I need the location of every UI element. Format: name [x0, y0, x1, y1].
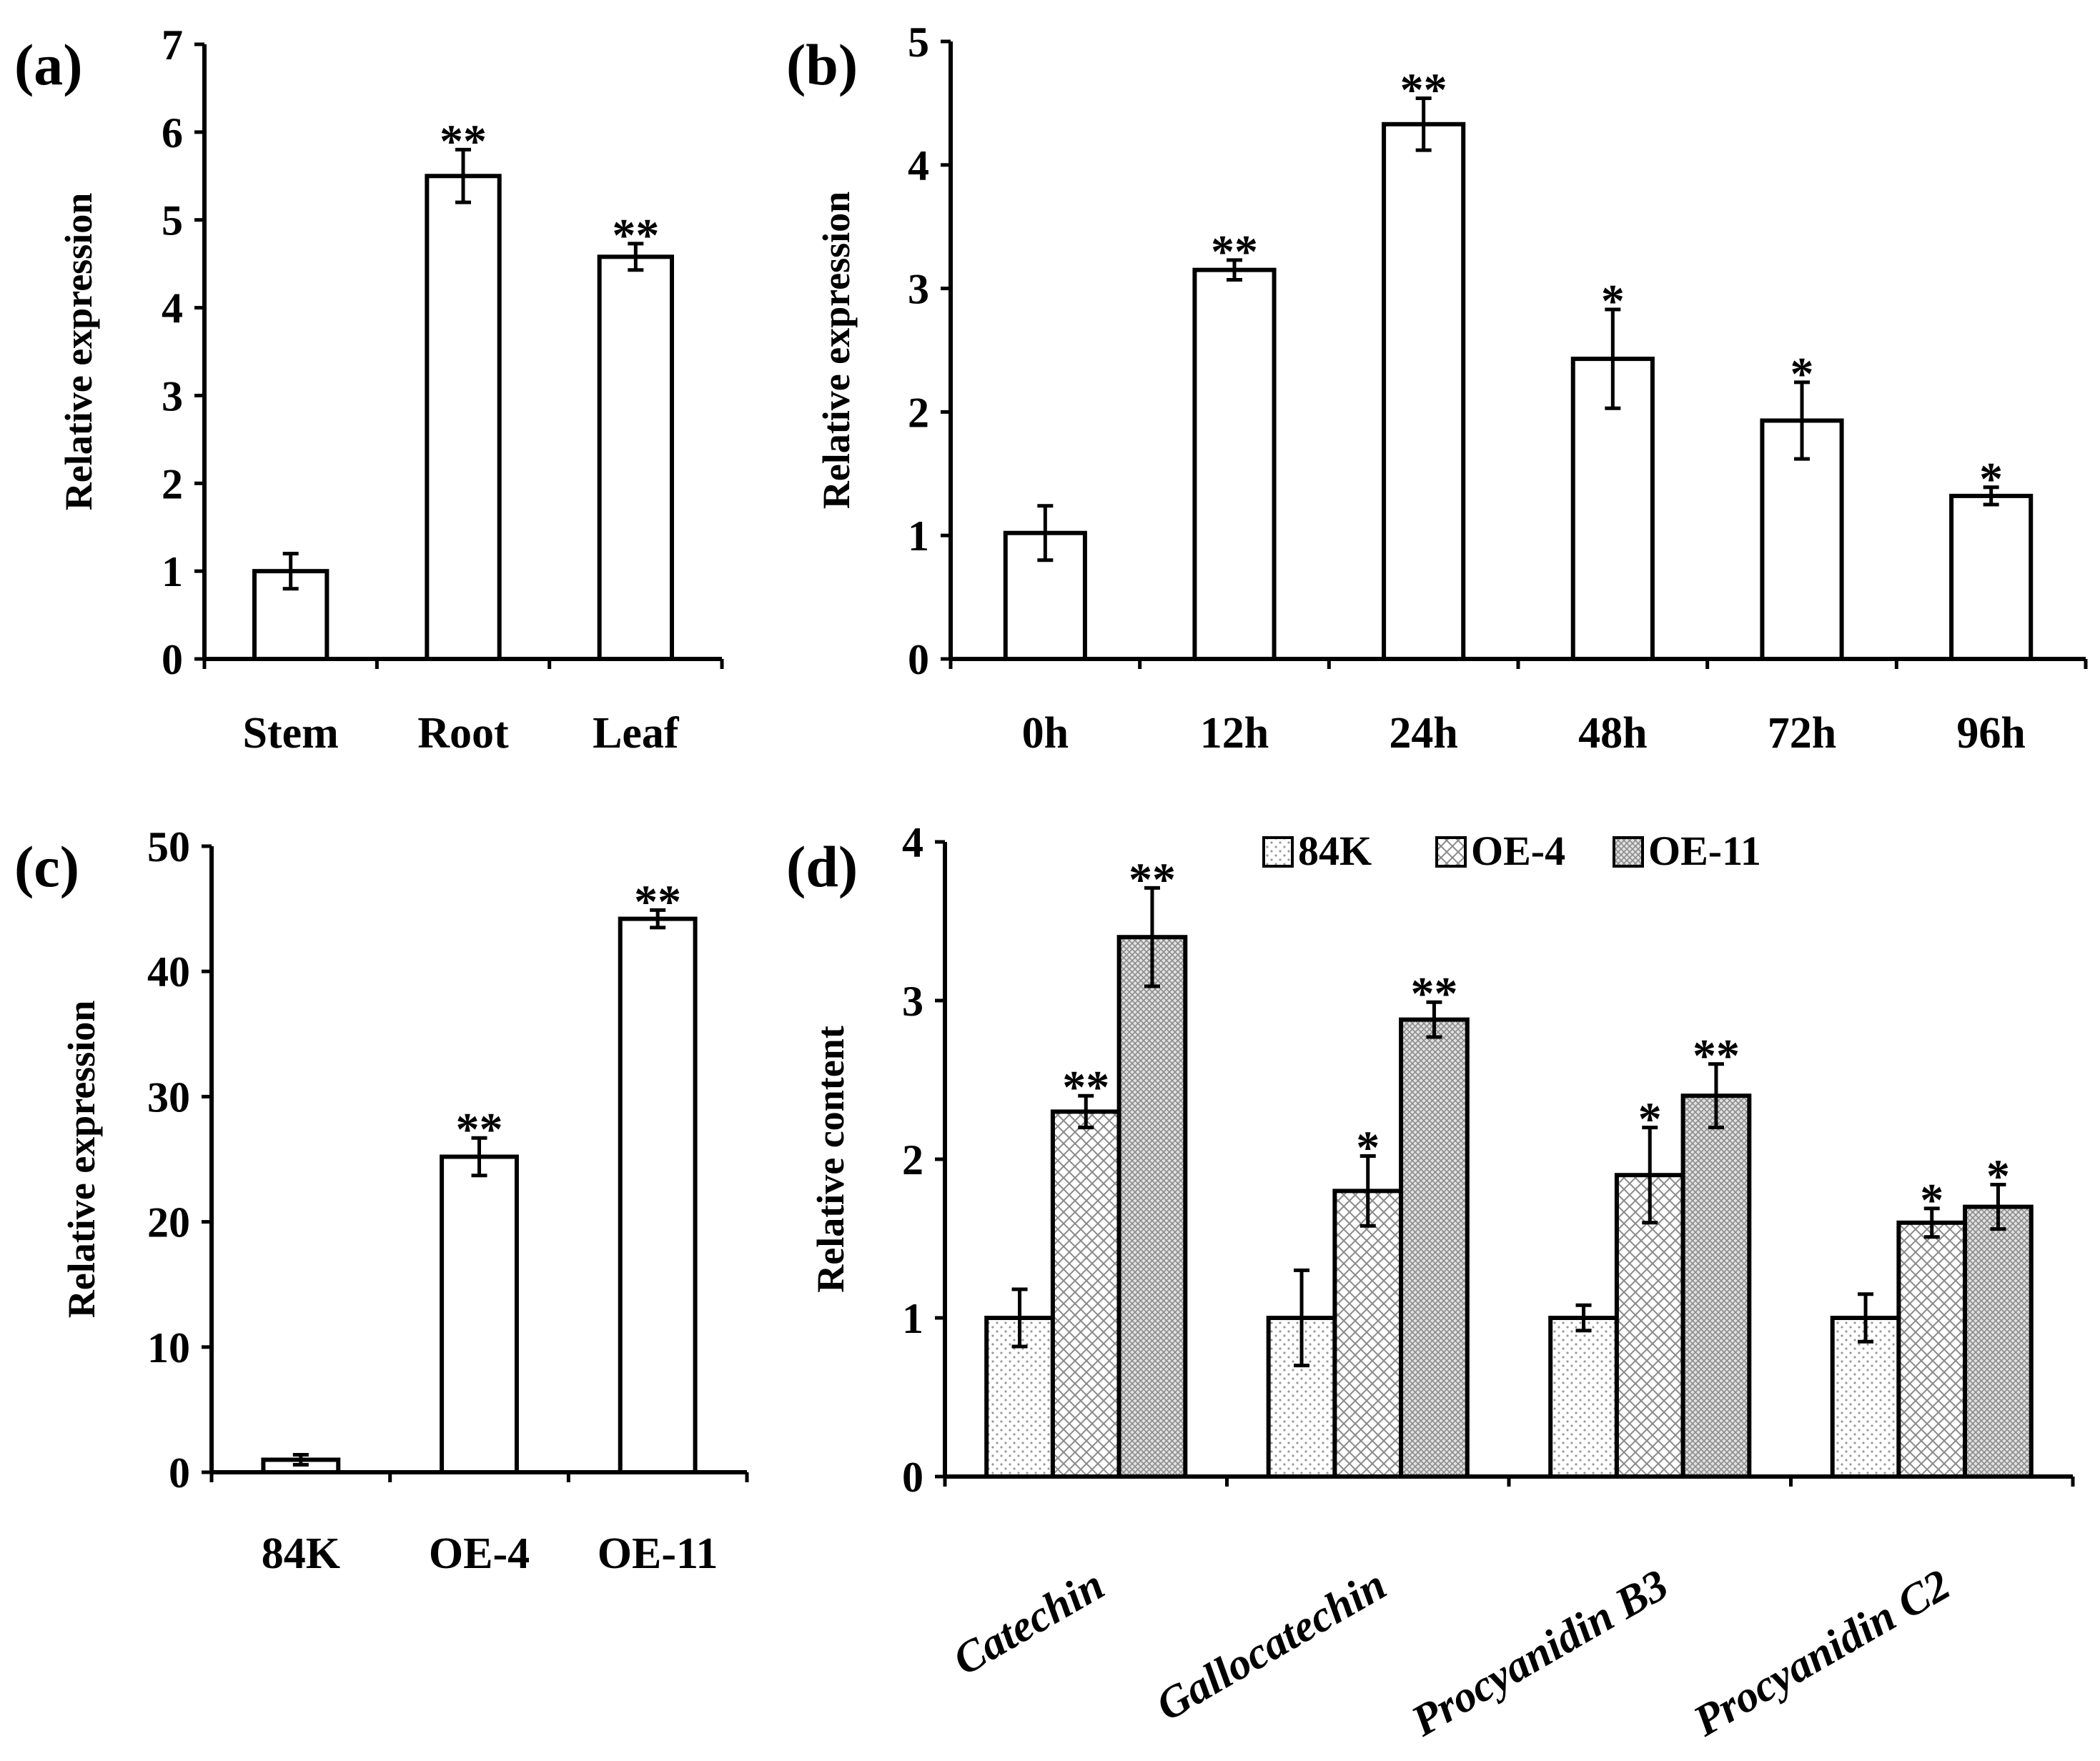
y-tick-label: 20	[147, 1199, 190, 1246]
bar	[1680, 1093, 1752, 1479]
y-tick-label: 3	[902, 978, 923, 1025]
significance-label: **	[1062, 1061, 1109, 1113]
y-tick-label: 1	[902, 1295, 923, 1342]
y-tick-label: 2	[162, 460, 183, 507]
significance-label: **	[634, 875, 681, 928]
y-tick-label: 50	[147, 823, 190, 870]
significance-label: *	[1601, 275, 1625, 327]
bar	[597, 254, 675, 662]
y-tick-label: 0	[908, 636, 929, 683]
bar	[1192, 267, 1277, 661]
panel-c: (c) Relative expression 0 10 20 30 40 50 84K OE-4…	[14, 823, 749, 1578]
y-tick-label: 0	[162, 636, 183, 683]
y-tick-label: 4	[908, 142, 929, 189]
y-tick-label: 2	[908, 389, 929, 436]
x-tick-label: Catechin	[945, 1560, 1112, 1685]
panel-label: (c)	[14, 834, 79, 899]
x-tick-label: Leaf	[593, 709, 680, 758]
x-tick-label: Gallocatechin	[1149, 1560, 1395, 1730]
y-tick-label: 5	[908, 19, 929, 66]
bar	[1896, 1220, 1968, 1479]
significance-label: **	[456, 1103, 503, 1156]
y-axis-label: Relative content	[809, 1026, 852, 1292]
x-tick-label: OE-11	[598, 1529, 718, 1578]
legend: 84K OE-4 OE-11	[1262, 828, 1761, 874]
bar	[425, 174, 502, 662]
bar	[440, 1154, 519, 1474]
significance-label: **	[1400, 64, 1447, 116]
significance-label: *	[1791, 348, 1814, 400]
y-tick-label: 4	[902, 819, 923, 866]
panel-a: (a) Relative expression 0 1 2 3 4 5 6 7 Stem Root **…	[14, 21, 724, 758]
legend-label: 84K	[1298, 828, 1372, 874]
bar	[1382, 121, 1466, 661]
legend-swatch	[1613, 836, 1644, 868]
x-tick-label: 12h	[1200, 709, 1269, 758]
x-tick-label: Stem	[243, 709, 339, 758]
bar	[1332, 1189, 1404, 1479]
x-tick-label: OE-4	[429, 1529, 530, 1578]
y-tick-label: 2	[902, 1136, 923, 1184]
significance-label: **	[1693, 1030, 1740, 1082]
panel-d: (d)Relative content01234Catechin****Gall…	[786, 819, 2075, 1746]
x-tick-label: 0h	[1022, 709, 1069, 758]
y-axis-label: Relative expression	[60, 1001, 103, 1318]
y-tick-label: 4	[162, 285, 183, 332]
x-tick-label: 96h	[1956, 709, 2025, 758]
y-tick-label: 1	[162, 548, 183, 595]
panel-label: (a)	[14, 32, 83, 97]
y-axis-label: Relative expression	[815, 192, 858, 509]
y-axis-label: Relative expression	[57, 193, 100, 510]
significance-label: **	[1129, 853, 1176, 906]
significance-label: *	[1920, 1174, 1943, 1226]
y-tick-label: 7	[162, 21, 183, 69]
legend-label: OE-4	[1471, 828, 1565, 874]
y-tick-label: 5	[162, 197, 183, 244]
bar	[1949, 493, 2034, 661]
bar	[1116, 935, 1188, 1479]
x-tick-label: Root	[417, 709, 509, 758]
significance-label: **	[1410, 968, 1457, 1020]
y-tick-label: 3	[162, 372, 183, 420]
bar	[618, 916, 698, 1474]
panel-label: (b)	[786, 32, 858, 97]
bar	[1548, 1316, 1619, 1479]
y-tick-label: 30	[147, 1073, 190, 1121]
significance-label: *	[1356, 1122, 1380, 1174]
significance-label: **	[1211, 226, 1258, 278]
legend-label: OE-11	[1648, 828, 1761, 874]
significance-label: *	[1986, 1151, 2010, 1203]
bar	[1399, 1017, 1470, 1479]
significance-label: **	[440, 115, 487, 167]
significance-label: **	[612, 209, 659, 262]
legend-swatch	[1435, 836, 1467, 868]
y-tick-label: 0	[169, 1449, 190, 1497]
bar	[1963, 1204, 2034, 1479]
legend-swatch	[1262, 836, 1294, 868]
x-tick-label: Procyanidin C2	[1685, 1560, 1958, 1746]
significance-label: *	[1638, 1093, 1662, 1146]
y-tick-label: 3	[908, 266, 929, 313]
significance-label: *	[1979, 453, 2003, 505]
bar	[252, 569, 330, 662]
panel-label: (d)	[786, 834, 858, 899]
x-tick-label: 84K	[262, 1529, 340, 1578]
x-tick-label: 72h	[1768, 709, 1836, 758]
bar	[1050, 1109, 1121, 1479]
y-tick-label: 6	[162, 109, 183, 157]
y-tick-label: 1	[908, 512, 929, 560]
x-tick-label: Procyanidin B3	[1403, 1560, 1676, 1746]
y-tick-label: 40	[147, 948, 190, 996]
x-tick-label: 24h	[1389, 709, 1457, 758]
y-tick-label: 0	[902, 1454, 923, 1501]
x-tick-label: 48h	[1578, 709, 1647, 758]
y-tick-label: 10	[147, 1324, 190, 1371]
